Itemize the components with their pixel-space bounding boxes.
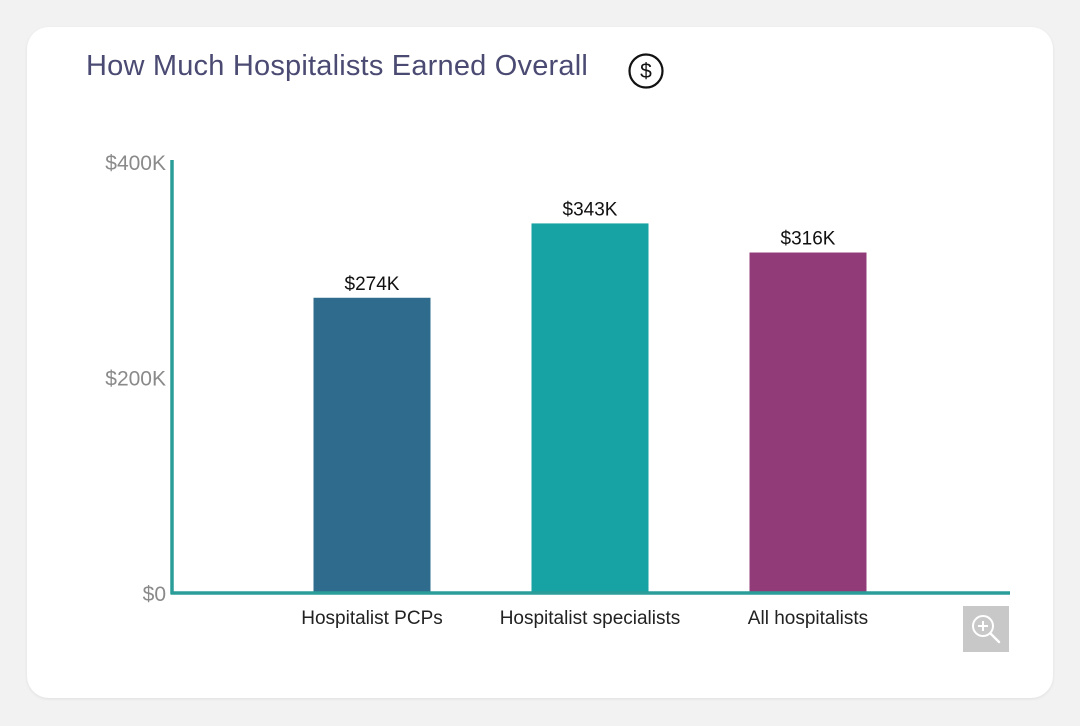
- svg-text:$: $: [640, 60, 652, 83]
- y-tick-label: $200K: [105, 368, 166, 391]
- page-title: How Much Hospitalists Earned Overall: [86, 50, 588, 82]
- bar: [531, 223, 649, 594]
- dollar-circle-icon: $: [628, 53, 664, 89]
- data-label: $274K: [345, 274, 400, 295]
- x-tick-label: All hospitalists: [748, 608, 868, 629]
- data-label: $316K: [781, 229, 836, 250]
- data-label: $343K: [563, 199, 618, 220]
- x-tick-label: Hospitalist PCPs: [301, 608, 443, 629]
- zoom-in-icon: [972, 615, 1001, 644]
- y-tick-label: $400K: [105, 152, 166, 175]
- x-tick-label: Hospitalist specialists: [500, 608, 681, 629]
- zoom-in-button[interactable]: [963, 606, 1009, 652]
- bar: [749, 252, 867, 593]
- bar: [313, 297, 431, 593]
- y-tick-label: $0: [143, 583, 166, 606]
